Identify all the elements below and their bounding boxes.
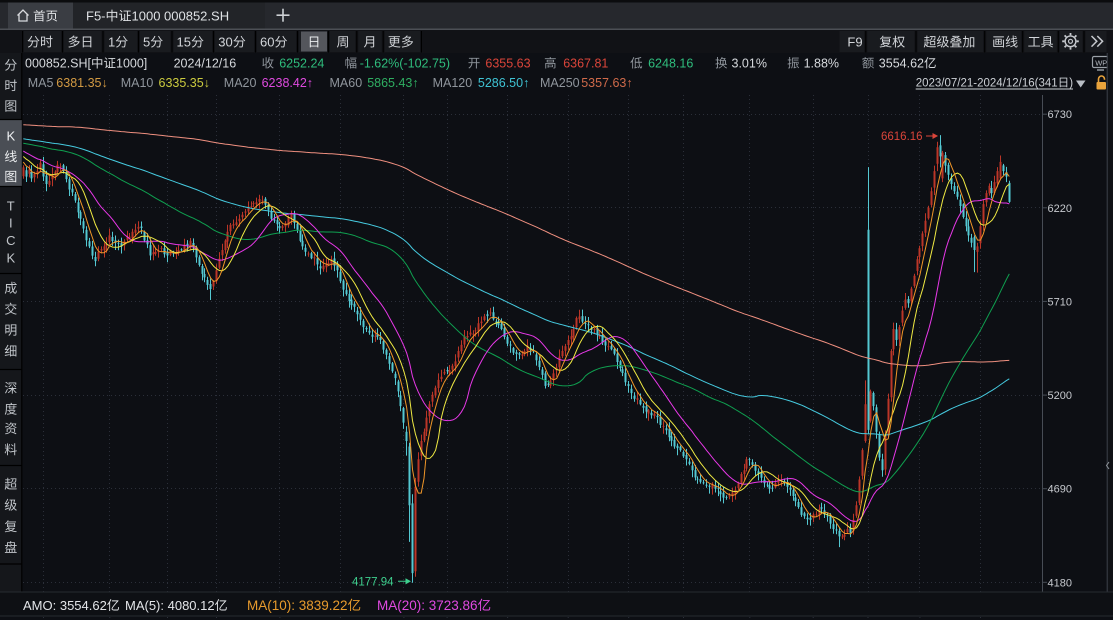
svg-text:5357.63↑: 5357.63↑: [581, 76, 632, 90]
svg-text:6616.16: 6616.16: [881, 131, 923, 143]
svg-text:5865.43↑: 5865.43↑: [367, 76, 418, 90]
svg-text:4690: 4690: [1048, 484, 1072, 496]
svg-text:15: 15: [177, 35, 191, 50]
svg-text:WP: WP: [1095, 59, 1107, 68]
svg-text:3.01%: 3.01%: [732, 57, 767, 71]
svg-text:6252.24: 6252.24: [279, 57, 324, 71]
svg-text:60: 60: [260, 35, 274, 50]
svg-text:5286.50↑: 5286.50↑: [478, 76, 529, 90]
svg-text:5200: 5200: [1048, 390, 1072, 402]
svg-text:6238.42↑: 6238.42↑: [262, 76, 313, 90]
svg-text:MA20: MA20: [224, 76, 257, 90]
svg-text:): ): [1069, 78, 1073, 90]
svg-text:1000]: 1000]: [116, 57, 147, 71]
svg-text:MA(20): 3723.86: MA(20): 3723.86: [377, 598, 478, 613]
svg-text:6355.63: 6355.63: [485, 57, 530, 71]
svg-text:F9: F9: [847, 35, 862, 50]
svg-text:30: 30: [218, 35, 232, 50]
svg-text:MA(5): 4080.12: MA(5): 4080.12: [125, 598, 215, 613]
svg-text:K: K: [7, 129, 16, 144]
svg-text:6248.16: 6248.16: [648, 57, 693, 71]
svg-text:4177.94: 4177.94: [352, 577, 394, 589]
svg-text:2024/12/16: 2024/12/16: [174, 57, 237, 71]
svg-text:K: K: [7, 251, 16, 266]
svg-text:MA10: MA10: [121, 76, 154, 90]
svg-text:6730: 6730: [1048, 109, 1072, 121]
svg-text:2023/07/21-2024/12/16(341: 2023/07/21-2024/12/16(341: [916, 78, 1058, 90]
svg-text:1.88%: 1.88%: [804, 57, 839, 71]
svg-text:F5-: F5-: [86, 9, 106, 24]
svg-text:5: 5: [143, 35, 150, 50]
svg-text:T: T: [7, 199, 15, 214]
svg-text:3554.62: 3554.62: [879, 57, 924, 71]
svg-text:MA5: MA5: [28, 76, 54, 90]
svg-text:C: C: [6, 233, 15, 248]
svg-text:4180: 4180: [1048, 577, 1072, 589]
svg-text:MA60: MA60: [330, 76, 363, 90]
svg-text:MA(10): 3839.22: MA(10): 3839.22: [247, 598, 348, 613]
svg-text:MA250: MA250: [540, 76, 580, 90]
svg-text:-1.62%(-102.75): -1.62%(-102.75): [360, 57, 450, 71]
svg-text:1000 000852.SH: 1000 000852.SH: [132, 9, 230, 24]
svg-text:6367.81: 6367.81: [563, 57, 608, 71]
svg-text:6335.35↓: 6335.35↓: [159, 76, 210, 90]
svg-text:5710: 5710: [1048, 296, 1072, 308]
svg-text:000852.SH[: 000852.SH[: [25, 57, 92, 71]
svg-text:6220: 6220: [1048, 203, 1072, 215]
svg-text:MA120: MA120: [433, 76, 473, 90]
svg-text:6381.35↓: 6381.35↓: [56, 76, 107, 90]
svg-text:1: 1: [108, 35, 115, 50]
svg-text:I: I: [9, 216, 13, 231]
svg-text:AMO: 3554.62: AMO: 3554.62: [23, 598, 107, 613]
